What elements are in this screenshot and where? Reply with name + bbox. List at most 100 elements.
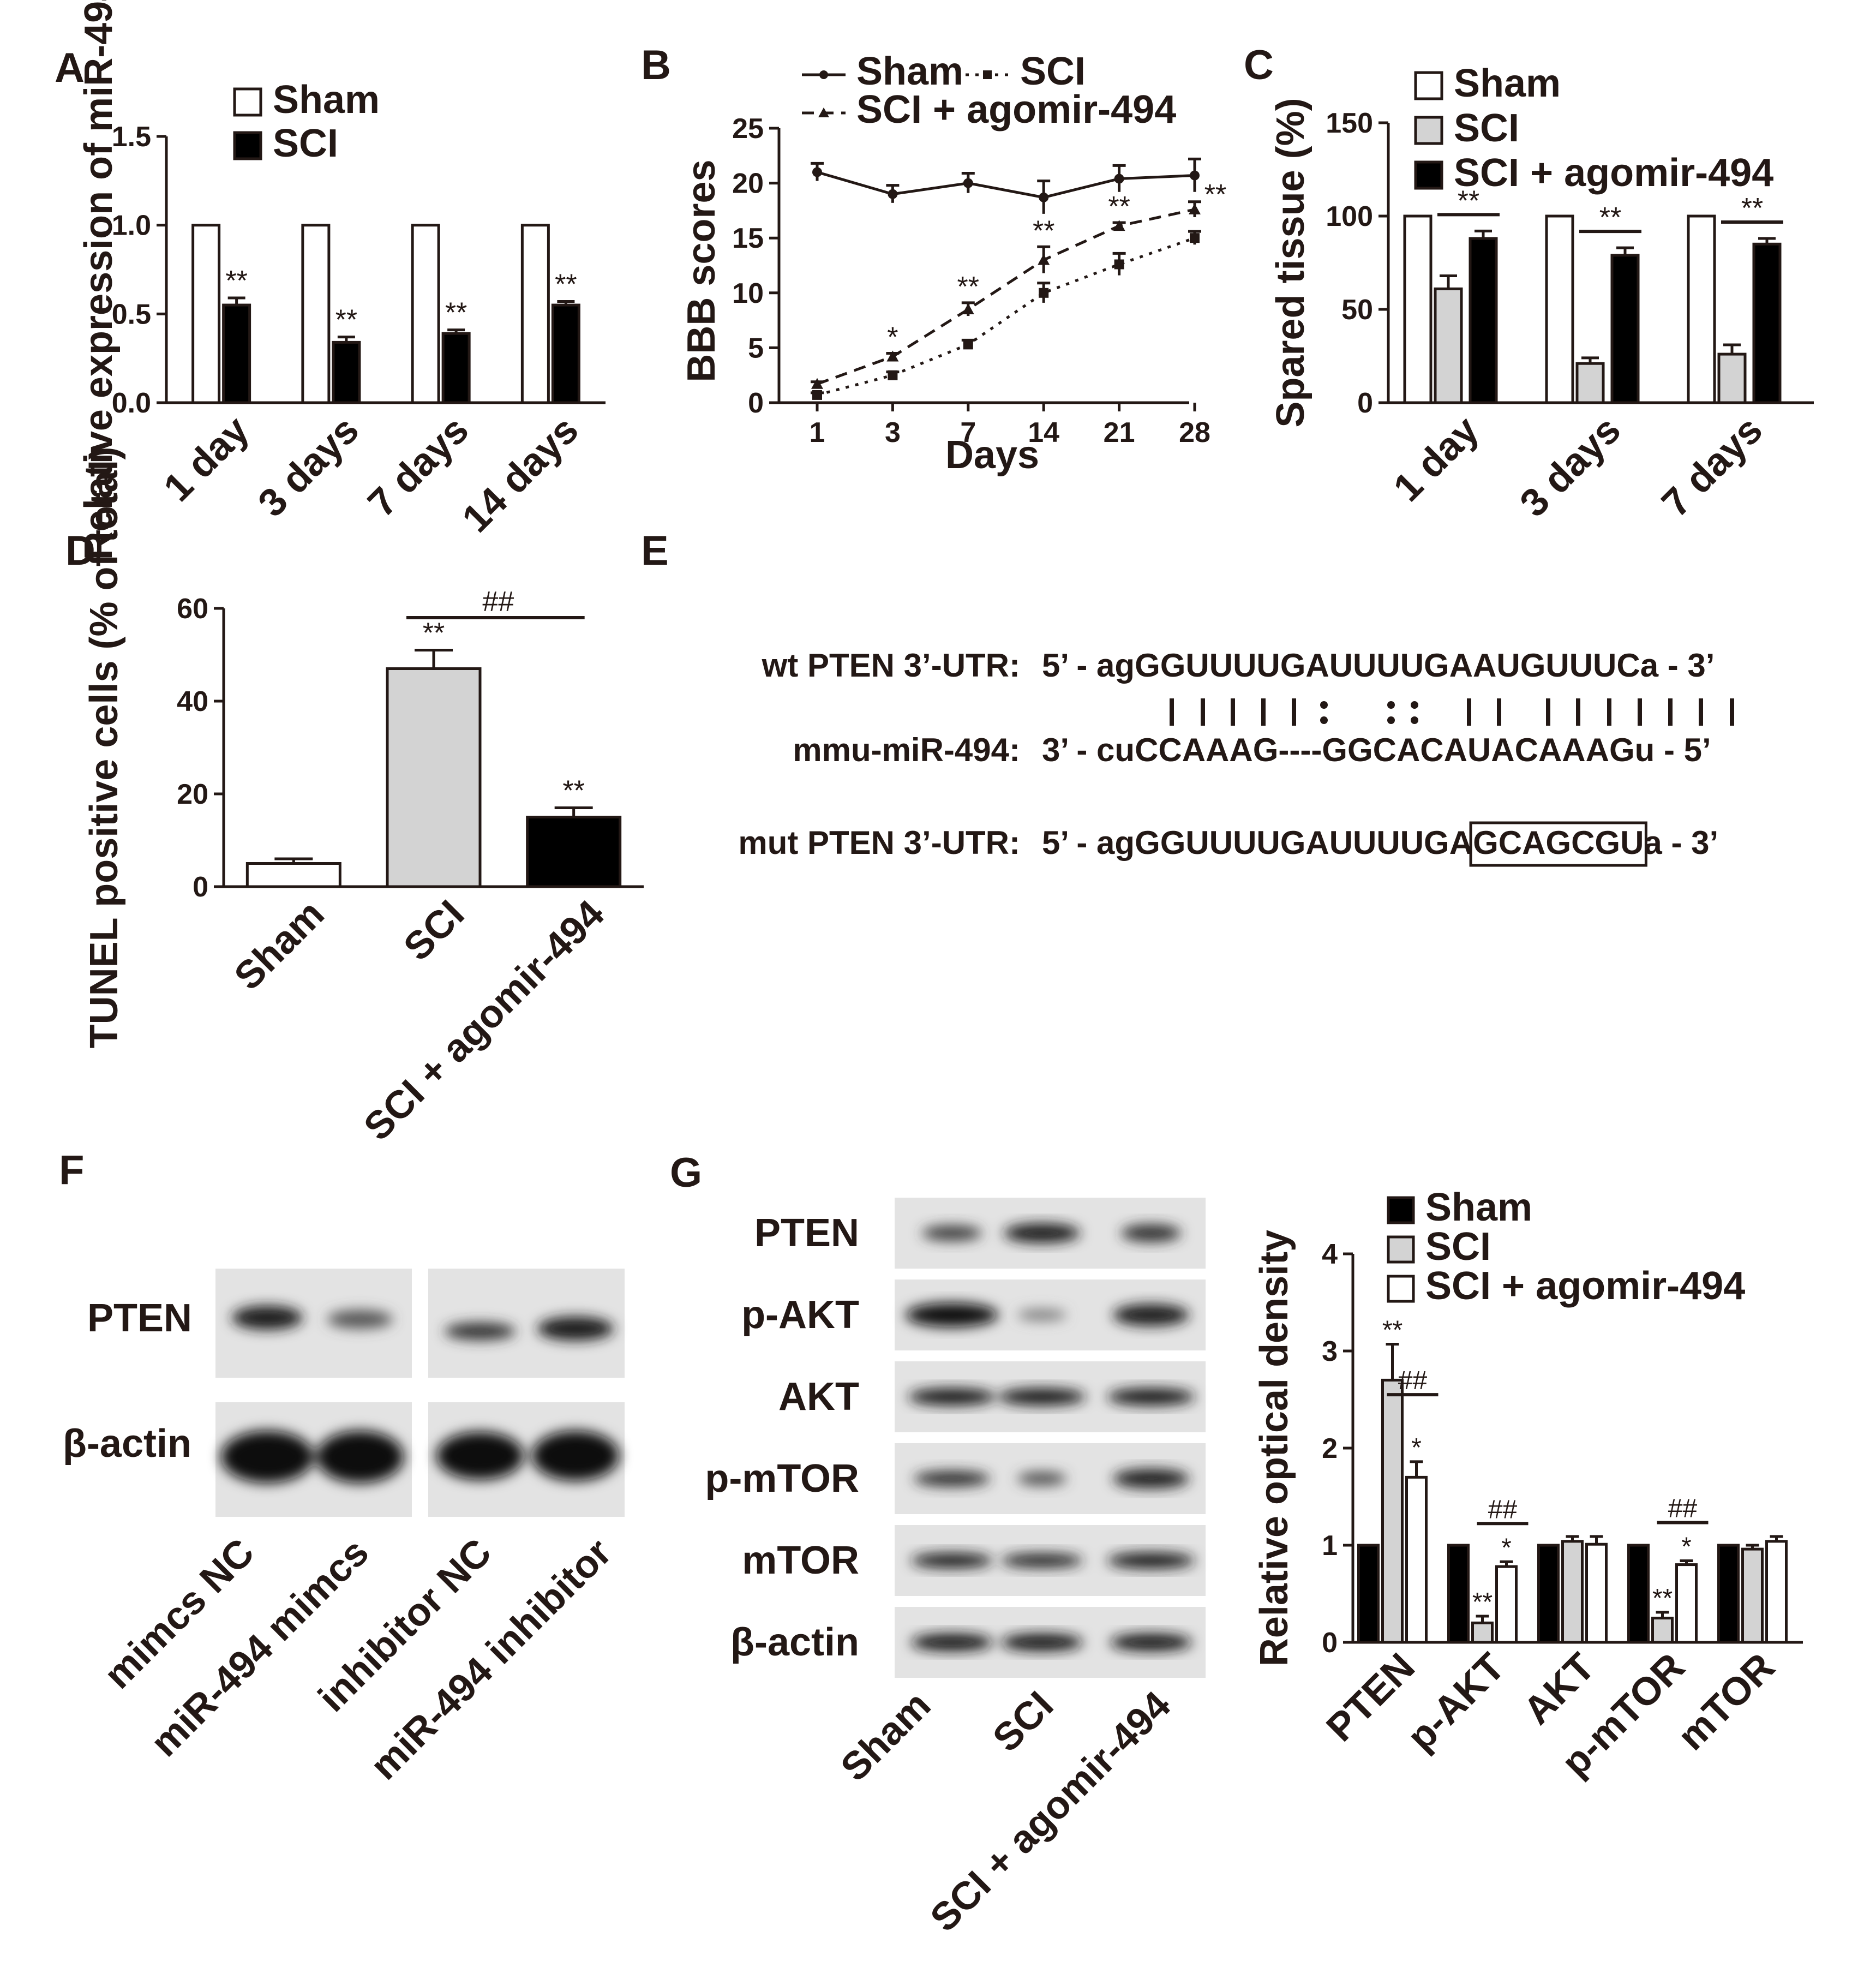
1-y-tick-label: 0 <box>748 387 764 419</box>
chart-b-x-tick-label: 28 <box>1179 417 1210 449</box>
pair-dot <box>1387 701 1395 709</box>
2-legend-label: SCI + agomir-494 <box>1454 151 1773 195</box>
chart-a-bar-sham <box>411 224 440 404</box>
blot-f-label-pten: PTEN <box>87 1296 192 1340</box>
2-y-tick-label: 0 <box>1357 387 1373 419</box>
2-y-tick-label: 150 <box>1326 107 1373 139</box>
blot-g-band-row <box>911 1634 1192 1651</box>
1-y-tick-label: 25 <box>732 113 764 145</box>
band-f-actin-3 <box>436 1432 524 1480</box>
blot-g-lane: Sham <box>832 1683 939 1790</box>
chart-g-bar-1 <box>1381 1378 1404 1644</box>
chart-a-bar-sci <box>551 303 580 404</box>
chart-a-x-tick-label: 1 day <box>155 408 257 510</box>
chart-g-bar-1 <box>1741 1547 1764 1644</box>
chart-c: 0 50 100 150 Spared tissue (%) ** 1 day ** 3 day… <box>1269 62 1814 525</box>
pair-dot <box>1320 716 1328 724</box>
chart-b-point-sham <box>1190 170 1200 181</box>
chart-a-y-axis-label: Relative expression of miR-494 <box>77 0 121 560</box>
blot-g-band <box>998 1388 1086 1406</box>
chart-g-bar-2 <box>1585 1542 1608 1644</box>
blot-g-band <box>1113 1469 1189 1488</box>
panel-label-d: D <box>65 528 95 574</box>
chart-g-sig-mark: * <box>1411 1433 1422 1462</box>
chart-g-x-tick-label: mTOR <box>1669 1645 1783 1759</box>
mutated-site-box <box>1469 821 1647 867</box>
2-legend-label: SCI <box>1454 106 1519 150</box>
blot-g-band <box>1107 1388 1195 1406</box>
1-y-tick-label: 5 <box>748 332 764 364</box>
4-legend-swatch <box>1387 1235 1415 1264</box>
pair-dot <box>1411 701 1418 709</box>
chart-a-x-tick-label: 14 days <box>454 408 586 541</box>
chart-g-bar-2 <box>1405 1475 1428 1644</box>
chart-g-bar-0 <box>1717 1544 1740 1644</box>
chart-b-point-sham <box>963 178 973 188</box>
chart-g-sig-bracket-mark: ## <box>1398 1366 1428 1395</box>
4-y-tick-label: 2 <box>1322 1433 1338 1464</box>
chart-a-x-tick-label: 3 days <box>250 408 367 525</box>
chart-c-y-axis-label: Spared tissue (%) <box>1269 98 1312 427</box>
chart-c-x-tick-label: 7 days <box>1653 408 1771 525</box>
band-f-pten-3 <box>445 1323 516 1340</box>
chart-g-sig-bracket-mark: ## <box>1668 1494 1698 1523</box>
chart-b-legend-marker <box>819 70 828 79</box>
chart-b-legend-label: SCI + agomir-494 <box>856 88 1176 131</box>
chart-b-legend-marker <box>983 70 992 79</box>
panel-label-f: F <box>59 1147 84 1193</box>
blot-g-band <box>1107 1552 1195 1569</box>
0-legend-swatch <box>233 131 262 160</box>
blot-g-label: β-actin <box>730 1621 859 1664</box>
4-y-tick-label: 1 <box>1322 1530 1338 1562</box>
pair-dot <box>1411 716 1418 724</box>
pair-dot <box>1387 716 1395 724</box>
base-pair-marks <box>1170 698 1734 726</box>
blot-g-band <box>906 1303 998 1327</box>
chart-d-x-tick-label: Sham <box>226 892 332 999</box>
chart-g-bar-0 <box>1627 1544 1650 1644</box>
chart-g-x-tick-label: p-AKT <box>1399 1645 1513 1759</box>
0-y-tick-label: 0.5 <box>112 298 151 330</box>
chart-c-bar-1 <box>1575 362 1605 404</box>
blot-g-band <box>1017 1472 1066 1485</box>
chart-c-bar-1 <box>1717 352 1747 404</box>
chart-b-point-sci <box>963 339 973 350</box>
blot-g-lane: SCI <box>985 1683 1062 1760</box>
4-legend-label: Sham <box>1425 1186 1532 1229</box>
chart-b-sig-mark: ** <box>1204 179 1226 211</box>
2-legend-label: Sham <box>1454 62 1561 105</box>
blot-g-band <box>1004 1223 1080 1243</box>
blot-g-label: mTOR <box>742 1539 859 1582</box>
chart-b-line-1 <box>817 236 1195 397</box>
0-y-tick-label: 1.0 <box>112 210 151 242</box>
blot-g-band-row <box>922 1223 1181 1243</box>
chart-g-sig-mark: * <box>1681 1532 1692 1561</box>
chart-b-legend-label: SCI <box>1020 50 1086 93</box>
blot-g-band <box>922 1225 982 1241</box>
chart-b-x-tick-label: 3 <box>885 417 901 449</box>
chart-g-bar-1 <box>1471 1621 1494 1644</box>
chart-d-sig-bracket-mark: ## <box>482 586 514 618</box>
2-legend-swatch <box>1414 116 1443 145</box>
chart-b-line-2 <box>817 208 1195 386</box>
chart-g-bar-0 <box>1537 1544 1560 1644</box>
chart-c-sig-mark: ** <box>1458 185 1479 217</box>
chart-c-bar-2 <box>1610 254 1640 404</box>
blot-g-band <box>914 1471 990 1486</box>
blot-g-band-row <box>908 1388 1195 1406</box>
chart-a-bar-sham <box>520 224 550 404</box>
chart-b-x-tick-label: 14 <box>1028 417 1059 449</box>
chart-a-bar-sham <box>301 224 331 404</box>
panel-label-a: A <box>55 45 85 91</box>
panel-label-b: B <box>641 42 671 88</box>
chart-b-legend-marker <box>818 107 829 117</box>
3-y-tick-label: 20 <box>177 779 208 810</box>
0-legend-swatch <box>233 87 262 117</box>
pair-dot <box>1320 701 1328 709</box>
chart-g-sig-mark: * <box>1501 1533 1512 1562</box>
4-y-tick-label: 3 <box>1322 1336 1338 1367</box>
blot-g-band <box>1017 1310 1066 1320</box>
chart-a-bar-sham <box>191 224 221 404</box>
